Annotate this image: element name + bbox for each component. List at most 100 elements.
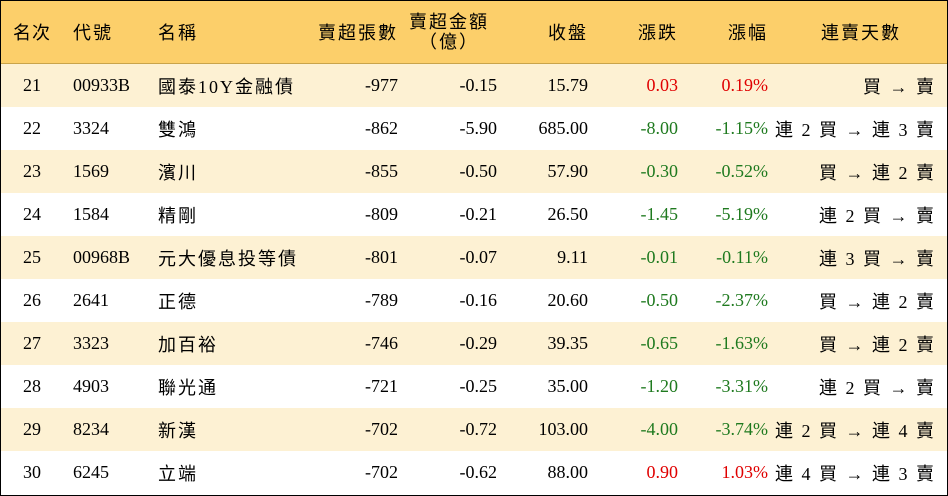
shares-cell: -801 (365, 247, 398, 267)
name-cell: 雙鴻 (158, 119, 198, 140)
pct-cell: -0.11% (716, 247, 768, 267)
name-cell: 國泰10Y金融債 (158, 76, 295, 97)
amount-cell: -0.07 (459, 247, 498, 267)
code-cell: 6245 (73, 462, 109, 482)
change-cell: -0.65 (640, 333, 679, 353)
name-cell: 新漢 (158, 420, 198, 441)
days-cell: 連 2 買 → 連 4 賣 (775, 420, 936, 441)
code-cell: 00968B (73, 247, 131, 267)
code-cell: 4903 (73, 376, 109, 396)
pct-cell: -2.37% (715, 290, 769, 310)
header-code: 代號 (73, 23, 113, 43)
table-row: 22 3324 雙鴻 -862 -5.90 685.00 -8.00 -1.15% 連 2 買 … (1, 107, 947, 150)
days-cell: 連 3 買 → 賣 (819, 248, 936, 269)
days-cell: 連 2 買 → 賣 (819, 377, 936, 398)
table-row: 21 00933B 國泰10Y金融債 -977 -0.15 15.79 0.03 0.19% 買… (1, 64, 947, 107)
close-cell: 35.00 (547, 376, 589, 396)
close-cell: 39.35 (547, 333, 589, 353)
pct-cell: -3.31% (715, 376, 769, 396)
header-pct: 漲幅 (728, 23, 768, 43)
table-row: 23 1569 濱川 -855 -0.50 57.90 -0.30 -0.52% 買 → 連 2… (1, 150, 947, 193)
code-cell: 3323 (73, 333, 109, 353)
code-cell: 3324 (73, 118, 109, 138)
header-rank: 名次 (13, 23, 51, 43)
code-cell: 00933B (73, 75, 131, 95)
table-row: 24 1584 精剛 -809 -0.21 26.50 -1.45 -5.19% 連 2 買 →… (1, 193, 947, 236)
table-row: 25 00968B 元大優息投等債 -801 -0.07 9.11 -0.01 -0.11% 連… (1, 236, 947, 279)
amount-cell: -0.72 (459, 419, 498, 439)
shares-cell: -789 (365, 290, 398, 310)
amount-cell: -0.21 (459, 204, 498, 224)
name-cell: 正德 (158, 291, 198, 312)
rank-cell: 22 (23, 118, 41, 138)
amount-cell: -0.62 (459, 462, 498, 482)
days-cell: 買 → 連 2 賣 (819, 291, 936, 312)
table-row: 30 6245 立端 -702 -0.62 88.00 0.90 1.03% 連 4 買 → 連… (1, 451, 947, 494)
rank-cell: 27 (23, 333, 41, 353)
change-cell: -1.45 (640, 204, 679, 224)
table-row: 26 2641 正德 -789 -0.16 20.60 -0.50 -2.37% 買 → 連 2… (1, 279, 947, 322)
days-cell: 買 → 連 2 賣 (819, 334, 936, 355)
days-cell: 買 → 連 2 賣 (819, 162, 936, 183)
shares-cell: -702 (365, 419, 398, 439)
name-cell: 精剛 (158, 205, 198, 226)
change-cell: 0.90 (646, 462, 679, 482)
header-name: 名稱 (158, 23, 198, 43)
change-cell: -0.01 (640, 247, 679, 267)
pct-cell: -1.63% (715, 333, 769, 353)
days-cell: 連 4 買 → 連 3 賣 (775, 463, 936, 484)
table-row: 27 3323 加百裕 -746 -0.29 39.35 -0.65 -1.63% 買 → 連 … (1, 322, 947, 365)
close-cell: 103.00 (538, 419, 589, 439)
pct-cell: -3.74% (715, 419, 769, 439)
shares-cell: -721 (365, 376, 398, 396)
amount-cell: -5.90 (459, 118, 498, 138)
shares-cell: -862 (365, 118, 398, 138)
pct-cell: 1.03% (721, 462, 769, 482)
days-cell: 買 → 賣 (863, 76, 936, 97)
close-cell: 9.11 (557, 247, 588, 267)
shares-cell: -977 (365, 75, 398, 95)
rank-cell: 25 (23, 247, 41, 267)
rank-cell: 26 (23, 290, 41, 310)
rank-cell: 21 (23, 75, 41, 95)
days-cell: 連 2 買 → 連 3 賣 (775, 119, 936, 140)
rank-cell: 23 (23, 161, 41, 181)
change-cell: -8.00 (640, 118, 679, 138)
change-cell: -0.50 (640, 290, 679, 310)
close-cell: 26.50 (547, 204, 589, 224)
code-cell: 1584 (73, 204, 109, 224)
close-cell: 15.79 (547, 75, 589, 95)
name-cell: 立端 (158, 463, 198, 484)
header-shares: 賣超張數 (318, 23, 398, 43)
change-cell: 0.03 (646, 75, 679, 95)
table-row: 28 4903 聯光通 -721 -0.25 35.00 -1.20 -3.31% 連 2 買 … (1, 365, 947, 408)
header-change: 漲跌 (638, 23, 678, 43)
change-cell: -1.20 (640, 376, 679, 396)
days-cell: 連 2 買 → 賣 (819, 205, 936, 226)
name-cell: 濱川 (158, 162, 198, 183)
table-header: 名次 代號 名稱 賣超張數 賣超金額 （億） 收盤 漲跌 漲幅 連賣天數 (1, 1, 947, 64)
table-row: 29 8234 新漢 -702 -0.72 103.00 -4.00 -3.74% 連 2 買 … (1, 408, 947, 451)
amount-cell: -0.25 (459, 376, 498, 396)
shares-cell: -809 (365, 204, 398, 224)
change-cell: -0.30 (640, 161, 679, 181)
header-amount-line1: 賣超金額 (409, 12, 489, 32)
amount-cell: -0.15 (459, 75, 498, 95)
pct-cell: -5.19% (715, 204, 769, 224)
change-cell: -4.00 (640, 419, 679, 439)
shares-cell: -855 (365, 161, 398, 181)
close-cell: 88.00 (547, 462, 589, 482)
rank-cell: 29 (23, 419, 41, 439)
name-cell: 加百裕 (158, 334, 218, 355)
code-cell: 2641 (73, 290, 109, 310)
amount-cell: -0.29 (459, 333, 498, 353)
name-cell: 元大優息投等債 (158, 248, 298, 269)
header-days: 連賣天數 (821, 23, 901, 43)
amount-cell: -0.16 (459, 290, 498, 310)
code-cell: 1569 (73, 161, 109, 181)
rank-cell: 30 (23, 462, 41, 482)
close-cell: 685.00 (538, 118, 589, 138)
header-amount: 賣超金額 （億） (401, 1, 497, 63)
rank-cell: 28 (23, 376, 41, 396)
